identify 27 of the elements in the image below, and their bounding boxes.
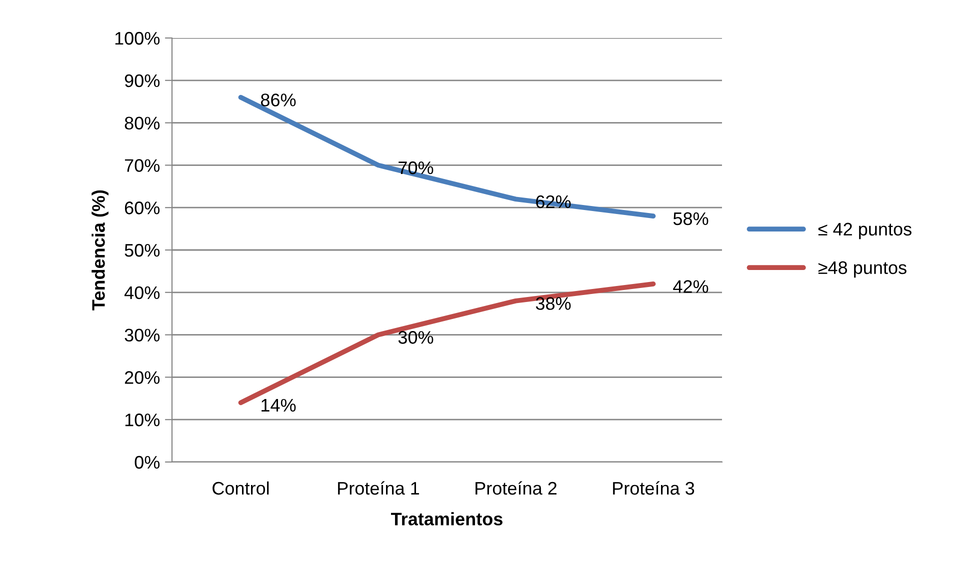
x-tick-label: Control — [212, 481, 269, 495]
data-label: 70% — [398, 161, 434, 174]
y-tick-label: 90% — [124, 74, 160, 88]
y-axis-title: Tendencia (%) — [92, 190, 108, 310]
x-tick-label: Proteína 3 — [613, 481, 694, 495]
legend-label: ≥48 puntos — [818, 261, 906, 278]
data-label: 86% — [260, 94, 296, 106]
x-tick-label: Proteína 1 — [338, 481, 420, 495]
y-tick-label: 100% — [115, 32, 160, 45]
line-series — [238, 94, 656, 219]
y-tick-label: 80% — [124, 116, 160, 130]
y-tick-label: 40% — [124, 286, 160, 300]
y-tick-label: 60% — [124, 202, 160, 214]
x-tick-label: Proteína 2 — [476, 481, 557, 495]
x-axis-title: Tratamientos — [391, 512, 502, 526]
y-tick-label: 70% — [124, 159, 160, 172]
y-tick-label: 20% — [124, 371, 160, 384]
y-tick-label: 50% — [124, 244, 160, 257]
y-tick-label: 10% — [125, 414, 160, 426]
data-label: 42% — [673, 280, 708, 293]
legend-label: ≤ 42 puntos — [818, 222, 912, 240]
data-label: 58% — [673, 212, 708, 226]
data-label: 30% — [398, 331, 434, 344]
data-label: 14% — [262, 398, 296, 412]
y-tick-label: 0% — [134, 456, 160, 469]
y-tick-label: 30% — [124, 328, 160, 342]
data-label: 38% — [536, 297, 571, 310]
